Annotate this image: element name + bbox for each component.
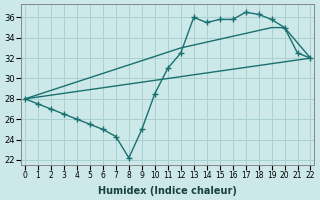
X-axis label: Humidex (Indice chaleur): Humidex (Indice chaleur) — [98, 186, 237, 196]
